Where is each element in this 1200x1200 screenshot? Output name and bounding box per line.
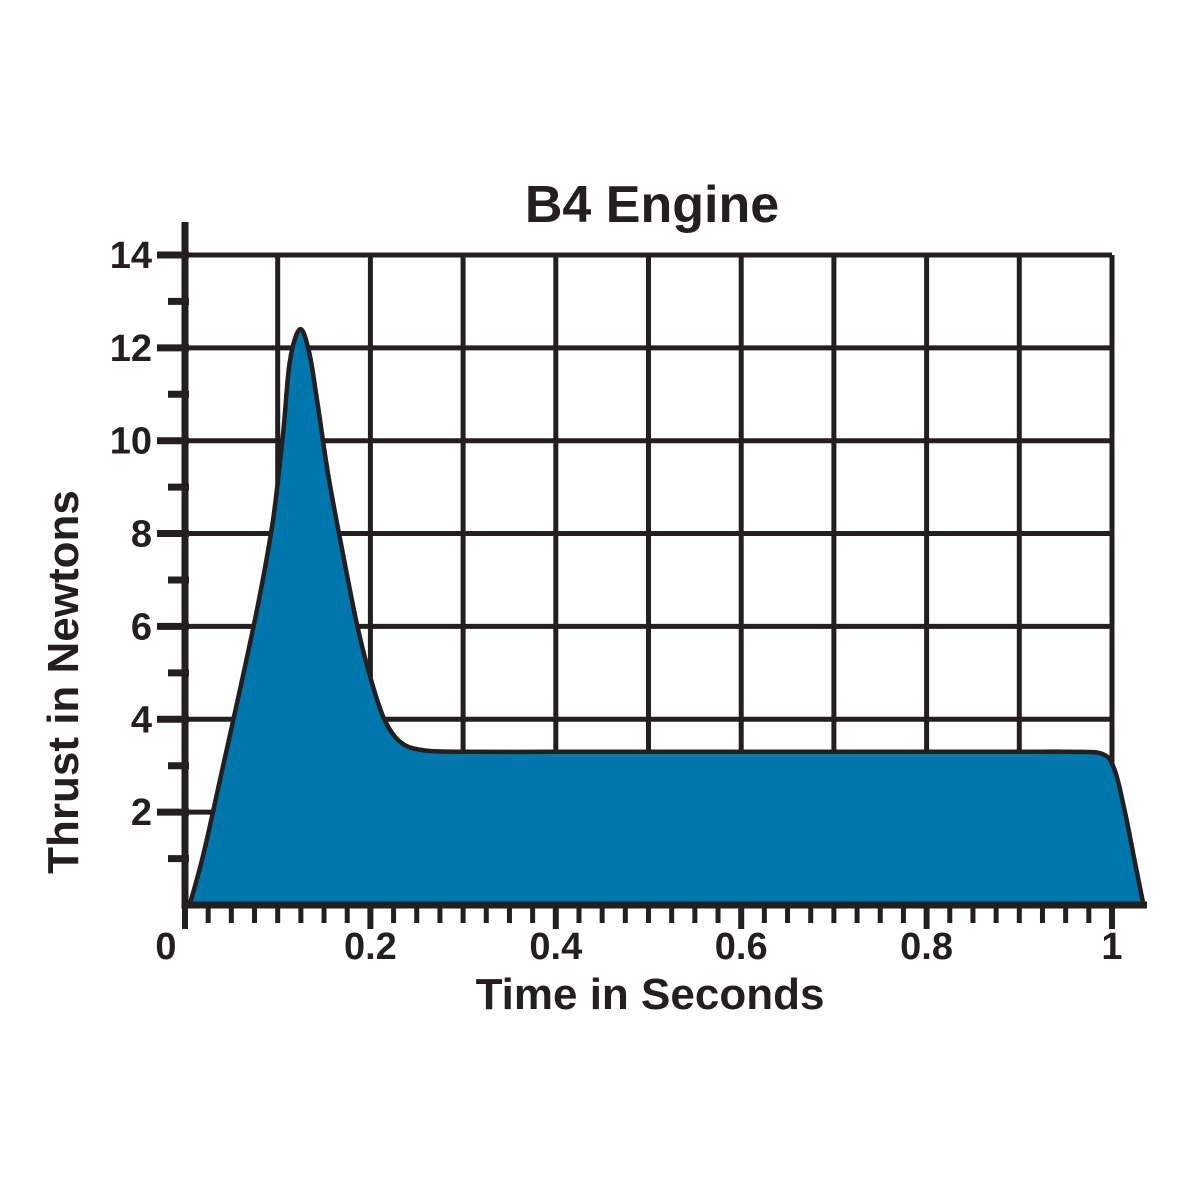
y-tick-label: 14 bbox=[110, 235, 152, 277]
x-tick-label: 0.2 bbox=[344, 926, 397, 968]
y-tick-label: 6 bbox=[131, 606, 152, 648]
x-tick-label: 0.4 bbox=[529, 926, 582, 968]
y-tick-label: 4 bbox=[131, 699, 152, 741]
y-tick-label: 12 bbox=[110, 328, 152, 370]
x-axis-title: Time in Seconds bbox=[476, 970, 825, 1019]
x-tick-label: 0.6 bbox=[715, 926, 768, 968]
tick-label-layer: 2 4 6 8 10 12 14 0 0.2 0.4 0.6 0.8 1 bbox=[110, 235, 1123, 968]
chart-title: B4 Engine bbox=[525, 176, 779, 234]
thrust-curve-area bbox=[187, 327, 1146, 908]
y-tick-label: 10 bbox=[110, 421, 152, 463]
axes-layer bbox=[181, 222, 1147, 909]
tick-layer bbox=[157, 251, 1115, 929]
area-layer bbox=[187, 327, 1146, 908]
x-tick-label: 0.8 bbox=[900, 926, 953, 968]
y-axis-title: Thrust in Newtons bbox=[39, 490, 88, 874]
y-tick-label: 8 bbox=[131, 514, 152, 556]
x-tick-label: 1 bbox=[1101, 926, 1122, 968]
x-tick-label: 0 bbox=[155, 926, 176, 968]
y-tick-label: 2 bbox=[131, 792, 152, 834]
